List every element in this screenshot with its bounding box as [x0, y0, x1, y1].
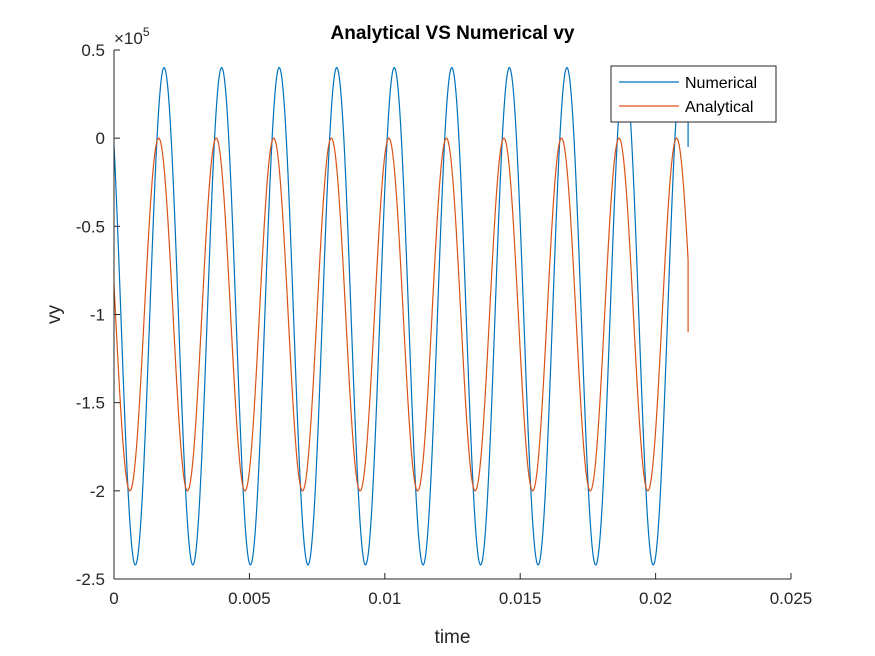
x-tick-label: 0.01	[368, 589, 401, 608]
x-tick-label: 0.025	[770, 589, 813, 608]
chart-title: Analytical VS Numerical vy	[331, 23, 575, 44]
y-tick-label: 0	[96, 129, 105, 148]
series-line-numerical	[113, 66, 689, 566]
ticks-layer: 0 0.005 0.01 0.015 0.02 0.025 0.5 0 -0.5 -1 -1.5 -2…	[76, 41, 813, 608]
y-tick-label: -2.5	[76, 570, 105, 589]
legend-box	[610, 65, 777, 123]
y-tick-label: -0.5	[76, 217, 105, 236]
legend-entry-analytical: Analytical	[685, 99, 753, 116]
y-tick-label: 0.5	[81, 41, 105, 60]
series-layer	[113, 66, 689, 566]
x-tick-label: 0	[109, 589, 118, 608]
y-axis-exponent: ×105	[114, 25, 150, 48]
exponent-base: ×10	[114, 29, 143, 48]
y-tick-label: -1.5	[76, 394, 105, 413]
x-tick-label: 0.015	[499, 589, 542, 608]
x-tick-label: 0.005	[228, 589, 271, 608]
plot-area	[114, 50, 791, 579]
series-line-analytical	[113, 137, 689, 492]
x-axis-label: time	[435, 627, 471, 648]
exponent-power: 5	[143, 25, 150, 39]
y-axis-label: vy	[44, 305, 65, 325]
x-tick-label: 0.02	[639, 589, 672, 608]
legend-entry-numerical: Numerical	[685, 75, 757, 92]
y-tick-label: -1	[90, 306, 105, 325]
y-tick-label: -2	[90, 482, 105, 501]
legend: Numerical Analytical	[610, 65, 777, 123]
